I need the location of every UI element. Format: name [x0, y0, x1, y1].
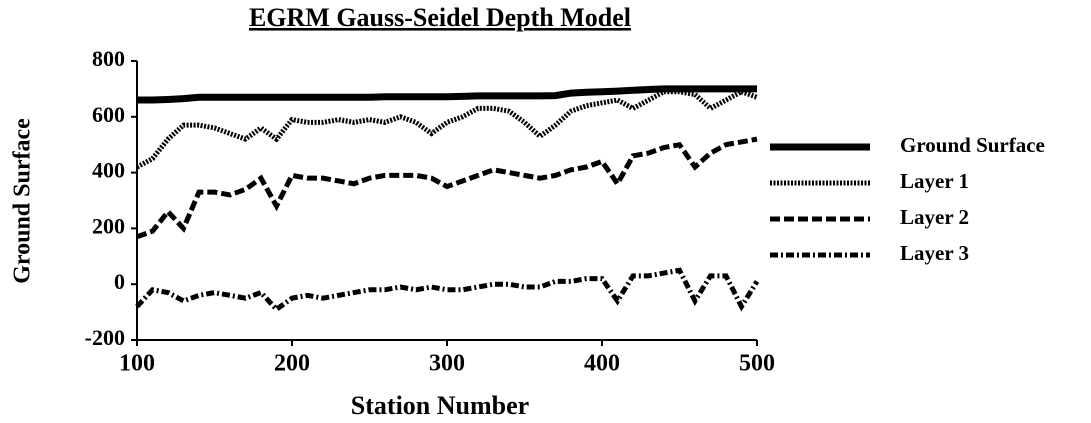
- x-tick-label: 200: [274, 351, 310, 377]
- x-tick-label: 300: [429, 351, 465, 377]
- chart-title: EGRM Gauss-Seidel Depth Model: [249, 3, 631, 32]
- y-tick-label: 600: [92, 102, 125, 127]
- y-tick-label: 200: [92, 213, 125, 238]
- y-tick-label: 0: [114, 269, 125, 294]
- x-tick-label: 500: [739, 351, 775, 377]
- y-tick-label: -200: [85, 325, 125, 350]
- legend-label: Layer 2: [900, 205, 969, 229]
- x-tick-label: 100: [119, 351, 155, 377]
- series-line: [137, 85, 757, 104]
- y-tick-label: 800: [92, 46, 125, 71]
- y-tick-label: 400: [92, 158, 125, 183]
- series-line: [136, 136, 758, 240]
- legend-label: Layer 3: [900, 241, 969, 265]
- x-tick-label: 400: [584, 351, 620, 377]
- x-axis-label: Station Number: [351, 391, 529, 420]
- legend-label: Layer 1: [900, 169, 969, 193]
- series-line: [135, 88, 758, 170]
- legend-label: Ground Surface: [900, 133, 1045, 157]
- y-axis-label: Ground Surface: [10, 118, 36, 284]
- series-line: [135, 267, 760, 313]
